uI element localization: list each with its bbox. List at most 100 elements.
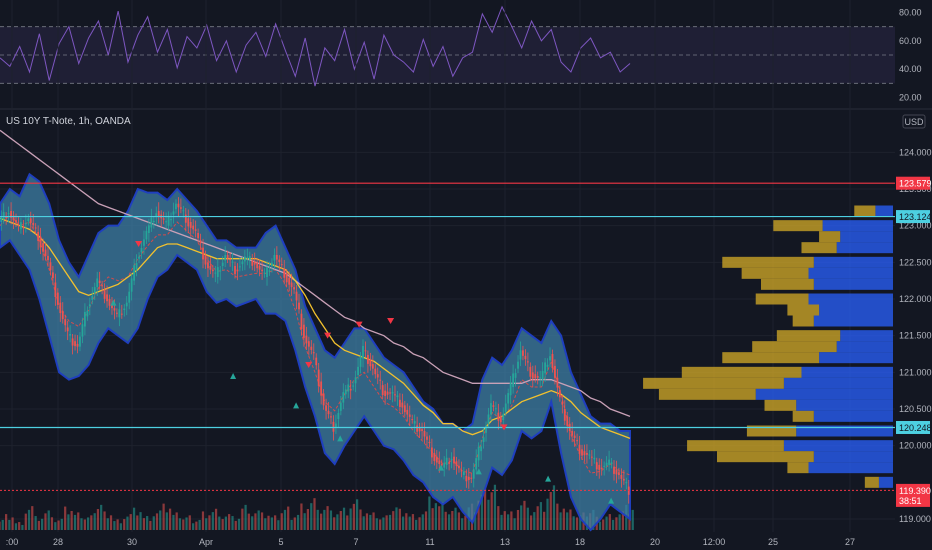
volume-bar xyxy=(507,514,510,530)
candle-body xyxy=(266,267,268,277)
currency-badge[interactable]: USD xyxy=(902,114,926,129)
profile-bar-up xyxy=(808,267,893,279)
volume-bar xyxy=(1,519,4,530)
time-tick-label: 13 xyxy=(500,537,510,547)
volume-bar xyxy=(109,515,113,530)
candle-body xyxy=(64,319,67,326)
profile-bar-up xyxy=(822,220,893,232)
candle-body xyxy=(453,456,455,464)
rsi-pane[interactable]: 80.00 60.00 40.00 20.00 xyxy=(0,5,922,103)
candle-body xyxy=(12,215,15,221)
candle-body xyxy=(320,381,323,396)
volume-bar xyxy=(159,510,162,530)
volume-bar xyxy=(50,517,54,530)
price-axis[interactable]: 124.000123.500123.000122.500122.000121.5… xyxy=(895,110,932,550)
candle-body xyxy=(502,413,505,420)
volume-bar xyxy=(424,511,428,530)
candle-body xyxy=(622,478,625,481)
time-axis[interactable]: :00 28 30 Apr 5 7 11 13 18 20 12:00 25 27 xyxy=(0,532,932,550)
profile-bar-down xyxy=(787,304,820,316)
price-tick-label: 124.000 xyxy=(899,147,932,157)
candle-body xyxy=(10,211,12,218)
candle-body xyxy=(428,442,431,444)
profile-bar-down xyxy=(792,410,814,422)
price-tag-background xyxy=(896,483,930,497)
candle-body xyxy=(197,233,200,239)
volume-bar xyxy=(8,519,11,530)
horizontal-levels[interactable] xyxy=(0,182,895,429)
volume-bar xyxy=(408,516,411,530)
volume-bar xyxy=(552,485,556,530)
price-pane[interactable] xyxy=(0,0,895,532)
candle-body xyxy=(448,462,451,464)
candle-body xyxy=(600,467,603,469)
candle-body xyxy=(155,213,158,217)
candle-body xyxy=(389,392,391,394)
profile-bar-up xyxy=(801,366,893,378)
candle-body xyxy=(445,457,448,465)
candle-body xyxy=(204,255,207,265)
candle-body xyxy=(339,402,342,411)
candle-body xyxy=(522,350,524,356)
candle-body xyxy=(96,278,99,288)
candle-body xyxy=(285,273,288,283)
candle-body xyxy=(59,302,62,314)
profile-bar-up xyxy=(783,440,893,452)
bollinger-band xyxy=(0,172,631,532)
candle-body xyxy=(554,365,556,378)
volume-bar xyxy=(185,517,188,530)
time-tick-label: 12:00 xyxy=(703,537,726,547)
time-tick-labels: :00 28 30 Apr 5 7 11 13 18 20 12:00 25 27 xyxy=(6,537,855,547)
candle-body xyxy=(408,414,411,417)
volume-bar xyxy=(231,516,234,530)
volume-bar xyxy=(365,513,369,530)
volume-bar xyxy=(562,508,565,530)
volume-bar xyxy=(628,513,631,530)
candle-body xyxy=(625,482,628,484)
volume-bar xyxy=(139,512,142,530)
volume-bar xyxy=(319,513,323,530)
volume-bar xyxy=(254,513,257,530)
volume-bar xyxy=(342,507,346,530)
candle-body xyxy=(462,471,465,475)
volume-bar xyxy=(34,516,37,530)
volume-bar xyxy=(54,522,57,530)
candle-body xyxy=(248,256,251,260)
volume-bar xyxy=(64,506,67,530)
profile-bar-down xyxy=(776,330,841,342)
price-tag-text: 120.248 xyxy=(899,423,932,433)
time-tick-label: 7 xyxy=(353,537,358,547)
candle-body xyxy=(519,350,522,360)
volume-bar xyxy=(526,507,529,530)
candle-body xyxy=(115,312,118,314)
volume-bar xyxy=(123,519,126,530)
candle-body xyxy=(157,211,160,217)
candle-body xyxy=(98,280,101,284)
profile-bar-up xyxy=(783,377,893,389)
candle-body xyxy=(539,377,542,379)
profile-bar-up xyxy=(878,476,893,488)
candle-body xyxy=(84,312,86,327)
candle-body xyxy=(349,388,352,391)
candle-body xyxy=(0,217,3,222)
candle-body xyxy=(411,419,414,421)
candle-body xyxy=(517,361,519,369)
candle-body xyxy=(236,269,239,272)
profile-bar-down xyxy=(787,462,809,474)
candle-body xyxy=(194,229,197,231)
candle-body xyxy=(472,469,475,479)
candle-body xyxy=(145,230,148,240)
volume-bar xyxy=(483,488,487,530)
candle-body xyxy=(177,203,180,208)
candle-body xyxy=(66,327,69,332)
volume-bar xyxy=(382,517,385,530)
candle-body xyxy=(32,222,35,226)
symbol-title[interactable]: US 10Y T-Note, 1h, OANDA xyxy=(6,116,131,127)
candle-body xyxy=(603,465,606,467)
volume-bar xyxy=(198,519,201,530)
profile-bar-down xyxy=(746,425,797,437)
volume-bar xyxy=(339,511,342,530)
candle-body xyxy=(450,458,453,460)
volume-bar xyxy=(296,514,300,530)
